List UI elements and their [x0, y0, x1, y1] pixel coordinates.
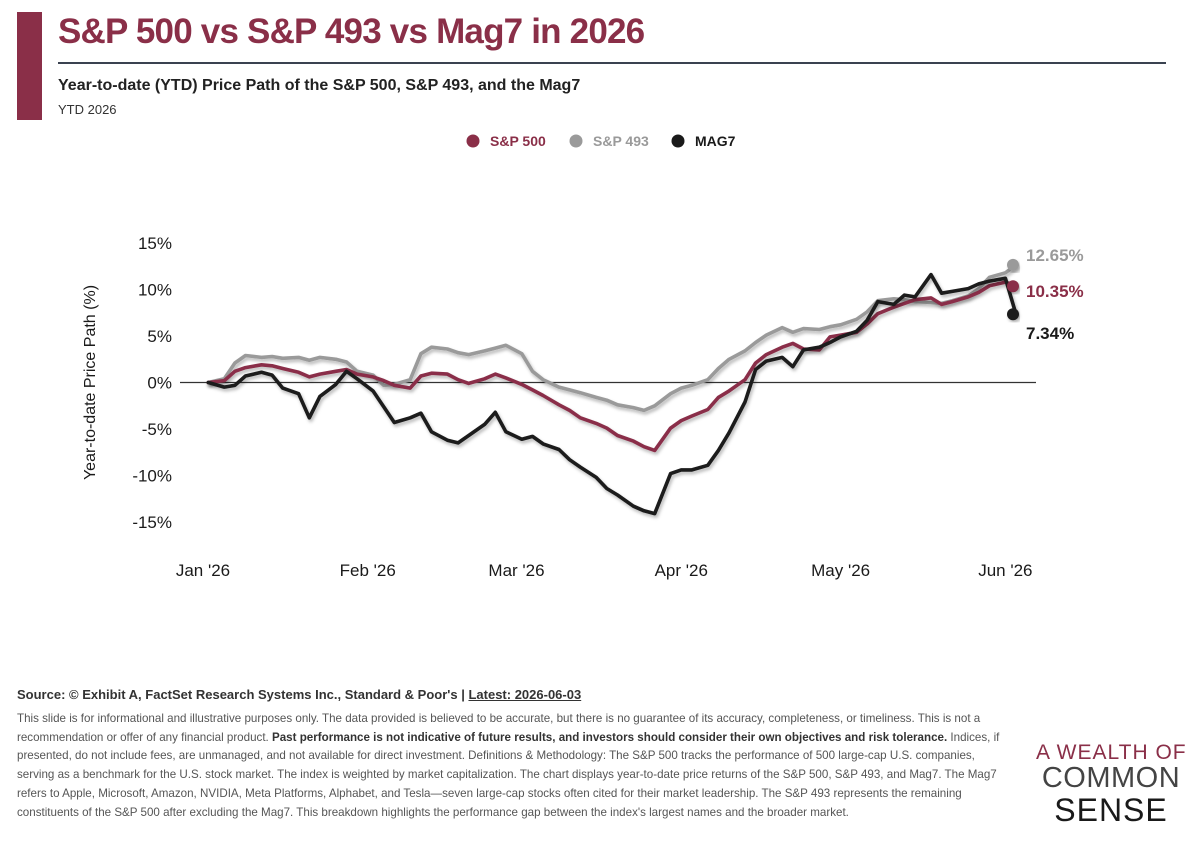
title-divider	[58, 62, 1166, 64]
series-line	[206, 272, 1018, 516]
ytd-line-chart: 15% 10% 5% 0% -5% -10% -15% Year-to-date Price …	[82, 133, 1084, 580]
source-line: Source: © Exhibit A, FactSet Research Sy…	[17, 687, 581, 702]
end-marker	[1007, 258, 1019, 271]
legend-marker	[671, 134, 685, 148]
logo-line-3: SENSE	[1054, 792, 1168, 828]
end-value-label: 12.65%	[1026, 246, 1084, 265]
y-tick-label: -5%	[142, 420, 172, 439]
disclaimer: This slide is for informational and illu…	[17, 710, 1007, 822]
end-value-label: 7.34%	[1026, 324, 1074, 343]
legend-label: MAG7	[695, 133, 736, 149]
disclaimer-part-2: Indices, if presented, do not include fe…	[17, 730, 1000, 819]
y-tick-label: 15%	[138, 234, 172, 253]
x-tick-label: Mar '26	[488, 561, 544, 580]
x-tick-label: May '26	[811, 561, 870, 580]
series-line	[206, 280, 1018, 453]
y-axis-title: Year-to-date Price Path (%)	[82, 285, 99, 480]
brand-logo: A WEALTH OF COMMON SENSE	[1036, 742, 1186, 826]
logo-line-2: COMMON	[1041, 762, 1181, 794]
period-label: YTD 2026	[58, 102, 117, 117]
latest-date-link[interactable]: Latest: 2026-06-03	[468, 687, 582, 702]
y-tick-label: 0%	[147, 374, 172, 393]
x-tick-label: Jan '26	[176, 561, 230, 580]
page-title: S&P 500 vs S&P 493 vs Mag7 in 2026	[58, 12, 645, 51]
y-tick-label: 5%	[147, 327, 172, 346]
title-accent-bar	[17, 12, 42, 120]
chart-subtitle: Year-to-date (YTD) Price Path of the S&P…	[58, 77, 581, 94]
legend-label: S&P 500	[490, 133, 546, 149]
x-tick-label: Feb '26	[340, 561, 396, 580]
legend-marker	[466, 134, 480, 148]
legend-marker	[569, 134, 583, 148]
y-tick-label: -15%	[132, 513, 172, 532]
x-tick-label: Apr '26	[655, 561, 708, 580]
x-tick-label: Jun '26	[978, 561, 1032, 580]
end-marker	[1007, 308, 1019, 321]
disclaimer-bold: Past performance is not indicative of fu…	[272, 730, 948, 744]
source-text: Source: © Exhibit A, FactSet Research Sy…	[17, 687, 469, 702]
y-tick-label: 10%	[138, 281, 172, 300]
y-tick-label: -10%	[132, 467, 172, 486]
end-marker	[1007, 280, 1019, 293]
logo-line-1: A WEALTH OF	[1036, 741, 1187, 764]
end-value-label: 10.35%	[1026, 282, 1084, 301]
disclaimer-part-1: This slide is for informational and illu…	[17, 712, 981, 744]
legend-label: S&P 493	[593, 133, 649, 149]
